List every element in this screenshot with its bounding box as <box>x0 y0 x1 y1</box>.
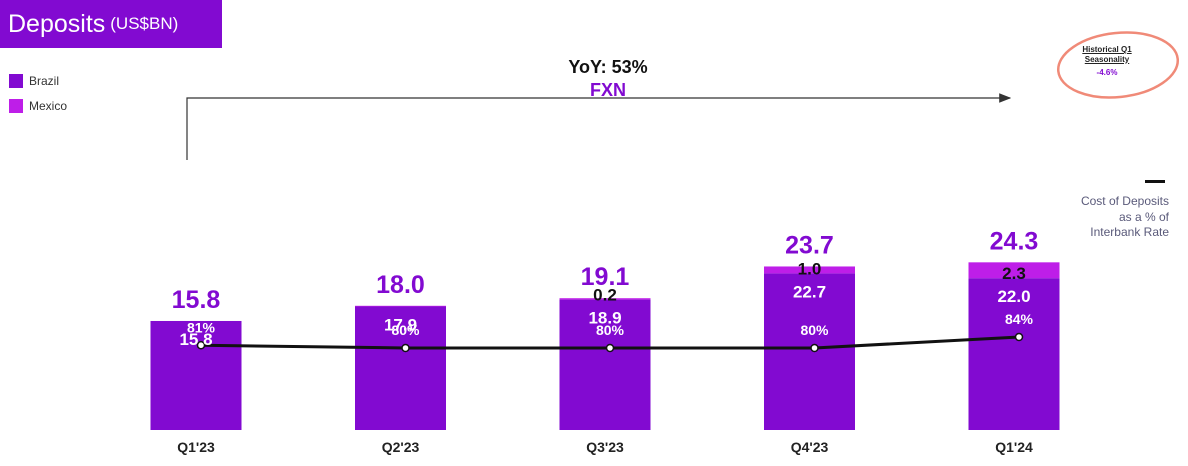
x-tick-label: Q1'23 <box>177 439 215 455</box>
total-label: 24.3 <box>990 227 1039 255</box>
bar-brazil <box>355 306 446 430</box>
cost-line-point <box>401 343 410 353</box>
line-swatch <box>1145 180 1165 183</box>
legend: Brazil Mexico <box>9 74 67 124</box>
cost-line-point <box>605 343 615 353</box>
yoy-value: YoY: 53% <box>568 57 648 77</box>
legend-label-brazil: Brazil <box>29 74 60 88</box>
cost-line-label: 80% <box>800 322 829 338</box>
x-tick-label: Q4'23 <box>791 439 829 455</box>
highlight-circle <box>1056 31 1180 99</box>
bar-brazil <box>559 299 651 430</box>
x-tick-label: Q1'24 <box>995 439 1033 455</box>
brazil-value-label: 15.8 <box>179 330 212 349</box>
seasonality-note: Historical Q1 Seasonality -4.6% <box>1072 45 1142 78</box>
cost-line-label: 80% <box>596 322 625 338</box>
bar-brazil <box>150 320 242 430</box>
brazil-value-label: 18.9 <box>588 309 621 328</box>
bar-brazil <box>968 278 1060 430</box>
seasonality-value: -4.6% <box>1096 68 1118 78</box>
bar-mexico <box>968 262 1060 279</box>
bar-mexico <box>355 305 446 307</box>
total-label: 18.0 <box>376 271 425 299</box>
fx-neutral-label: FXN <box>590 80 626 100</box>
seasonality-title: Historical Q1 Seasonality <box>1082 45 1132 64</box>
cost-line-label: 84% <box>1005 311 1034 327</box>
cost-line-point <box>196 341 206 350</box>
total-label: 15.8 <box>172 286 221 314</box>
x-tick-label: Q3'23 <box>586 439 624 455</box>
chart-unit: (US$BN) <box>110 14 179 33</box>
chart-title: Deposits <box>8 9 106 38</box>
legend-item-mexico: Mexico <box>9 99 67 113</box>
yoy-annotation: YoY: 53% FXN <box>540 57 676 101</box>
x-tick-label: Q2'23 <box>382 439 420 455</box>
mexico-value-label: 2.3 <box>1002 264 1026 283</box>
brazil-value-label: 22.7 <box>793 282 826 301</box>
legend-swatch-brazil <box>9 74 23 88</box>
bars-layer <box>150 262 1060 430</box>
legend-item-brazil: Brazil <box>9 74 67 88</box>
bar-mexico <box>559 298 651 300</box>
total-label: 19.1 <box>581 263 630 291</box>
bar-brazil <box>764 273 855 430</box>
chart-title-box: Deposits (US$BN) <box>0 0 222 48</box>
line-layer <box>196 332 1024 353</box>
cost-line-point <box>1014 332 1024 342</box>
legend-swatch-mexico <box>9 99 23 113</box>
brazil-value-label: 17.9 <box>384 315 417 334</box>
cost-line-label: 81% <box>187 319 216 335</box>
labels-layer: 15.8 15.8 Q1'23 18.0 17.9 Q2'23 19.1 18.9 0.2 Q3'… <box>172 227 1039 455</box>
total-label: 23.7 <box>785 231 834 259</box>
cost-line-legend-label: Cost of Deposits as a % of Interbank Rat… <box>1080 194 1169 240</box>
cost-line-label: 80% <box>391 322 420 338</box>
bar-mexico <box>764 266 855 274</box>
legend-label-mexico: Mexico <box>29 99 68 113</box>
yoy-arrow <box>186 93 1012 160</box>
brazil-value-label: 22.0 <box>997 287 1030 306</box>
mexico-value-label: 1.0 <box>798 259 822 278</box>
cost-line-point <box>810 343 819 353</box>
cost-line-legend: Cost of Deposits as a % of Interbank Rat… <box>1074 170 1169 241</box>
mexico-value-label: 0.2 <box>593 286 617 305</box>
